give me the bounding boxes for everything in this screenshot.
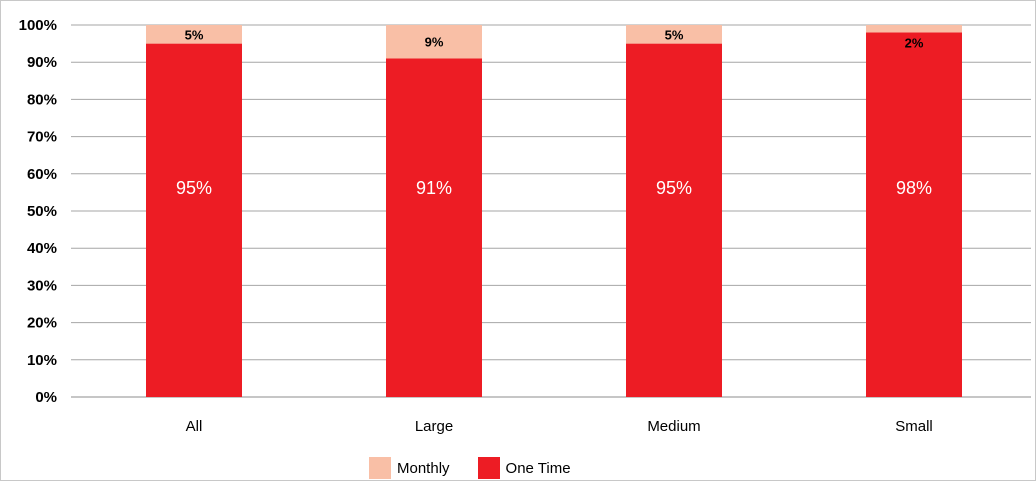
- data-label-monthly: 2%: [905, 35, 924, 50]
- bar-one-time: [866, 32, 962, 397]
- bars: 95% 5% 91% 9% 95% 5% 98% 2%: [146, 25, 962, 397]
- legend: Monthly One Time: [369, 457, 599, 479]
- y-tick-label: 30%: [27, 277, 57, 294]
- bar-one-time: [146, 43, 242, 397]
- bar-one-time: [626, 43, 722, 397]
- x-category-label: Large: [415, 418, 453, 435]
- bar-monthly: [866, 25, 962, 33]
- data-label-monthly: 5%: [665, 27, 684, 42]
- y-tick-label: 60%: [27, 166, 57, 183]
- legend-label-one-time: One Time: [505, 459, 571, 477]
- data-label-one-time: 95%: [176, 178, 212, 198]
- legend-item-one-time: One Time: [477, 457, 571, 479]
- bar-monthly: [626, 25, 722, 44]
- y-tick-label: 10%: [27, 352, 57, 369]
- legend-swatch-monthly: [369, 457, 391, 479]
- data-label-monthly: 9%: [425, 35, 444, 50]
- x-axis-categories: All Large Medium Small: [186, 418, 933, 435]
- y-tick-label: 20%: [27, 315, 57, 332]
- y-axis-ticks: 0% 10% 20% 30% 40% 50% 60% 70% 80% 90% 100%: [19, 17, 57, 406]
- y-tick-label: 0%: [35, 389, 57, 406]
- stacked-bar-chart: 0%10%20%30%40%50%60%70%80%90%100% 95%5%9…: [19, 17, 1031, 435]
- y-tick-label: 50%: [27, 203, 57, 220]
- data-label-monthly: 5%: [185, 27, 204, 42]
- y-tick-label: 80%: [27, 91, 57, 108]
- y-tick-label: 40%: [27, 240, 57, 257]
- data-label-one-time: 91%: [416, 178, 452, 198]
- x-category-label: Small: [895, 418, 933, 435]
- legend-swatch-one-time: [477, 457, 500, 479]
- y-tick-label: 70%: [27, 129, 57, 146]
- legend-item-monthly: Monthly: [369, 457, 450, 479]
- bar-monthly: [386, 25, 482, 59]
- y-tick-label: 100%: [19, 17, 57, 34]
- legend-label-monthly: Monthly: [397, 459, 450, 477]
- x-category-label: Medium: [647, 418, 700, 435]
- bar-monthly: [146, 25, 242, 44]
- bar-one-time: [386, 58, 482, 397]
- data-label-one-time: 98%: [896, 178, 932, 198]
- y-tick-label: 90%: [27, 54, 57, 71]
- x-category-label: All: [186, 418, 203, 435]
- data-label-one-time: 95%: [656, 178, 692, 198]
